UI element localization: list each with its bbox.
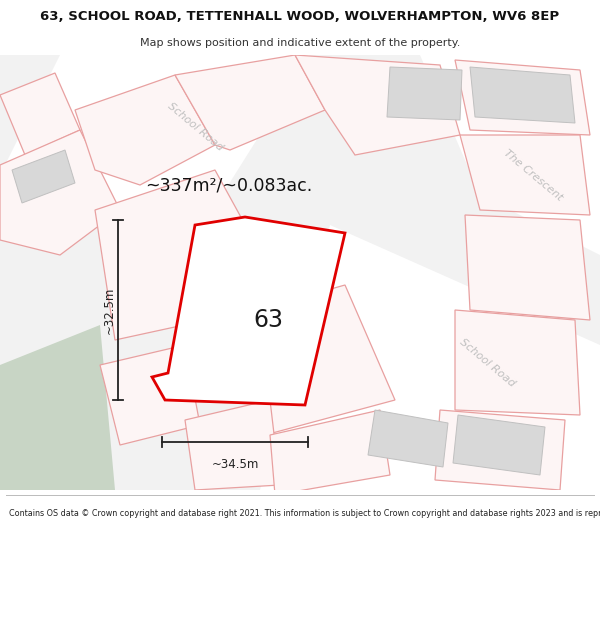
Polygon shape: [453, 415, 545, 475]
Text: 63: 63: [253, 308, 283, 332]
Polygon shape: [152, 217, 345, 405]
Polygon shape: [460, 135, 590, 215]
Text: The Crescent: The Crescent: [502, 148, 565, 202]
Text: Map shows position and indicative extent of the property.: Map shows position and indicative extent…: [140, 38, 460, 48]
Polygon shape: [75, 75, 215, 185]
Text: ~34.5m: ~34.5m: [211, 458, 259, 471]
Polygon shape: [455, 60, 590, 135]
Polygon shape: [455, 310, 580, 415]
Polygon shape: [435, 410, 565, 490]
Polygon shape: [470, 67, 575, 123]
Polygon shape: [175, 55, 325, 150]
Polygon shape: [0, 73, 80, 155]
Polygon shape: [0, 325, 115, 490]
Polygon shape: [12, 150, 75, 203]
Polygon shape: [185, 400, 280, 490]
Polygon shape: [270, 410, 390, 495]
Polygon shape: [465, 215, 590, 320]
Polygon shape: [368, 410, 448, 467]
Polygon shape: [420, 55, 600, 255]
Text: School Road: School Road: [457, 337, 517, 389]
Text: ~32.5m: ~32.5m: [103, 286, 115, 334]
Text: ~337m²/~0.083ac.: ~337m²/~0.083ac.: [145, 176, 312, 194]
Text: 63, SCHOOL ROAD, TETTENHALL WOOD, WOLVERHAMPTON, WV6 8EP: 63, SCHOOL ROAD, TETTENHALL WOOD, WOLVER…: [40, 10, 560, 23]
Polygon shape: [295, 55, 460, 155]
Polygon shape: [0, 130, 120, 255]
Polygon shape: [260, 225, 600, 490]
Text: School Road: School Road: [166, 101, 224, 153]
Text: Contains OS data © Crown copyright and database right 2021. This information is : Contains OS data © Crown copyright and d…: [9, 509, 600, 518]
Polygon shape: [95, 170, 270, 340]
Polygon shape: [0, 55, 310, 230]
Polygon shape: [220, 285, 395, 435]
Polygon shape: [387, 67, 462, 120]
Polygon shape: [100, 345, 200, 445]
